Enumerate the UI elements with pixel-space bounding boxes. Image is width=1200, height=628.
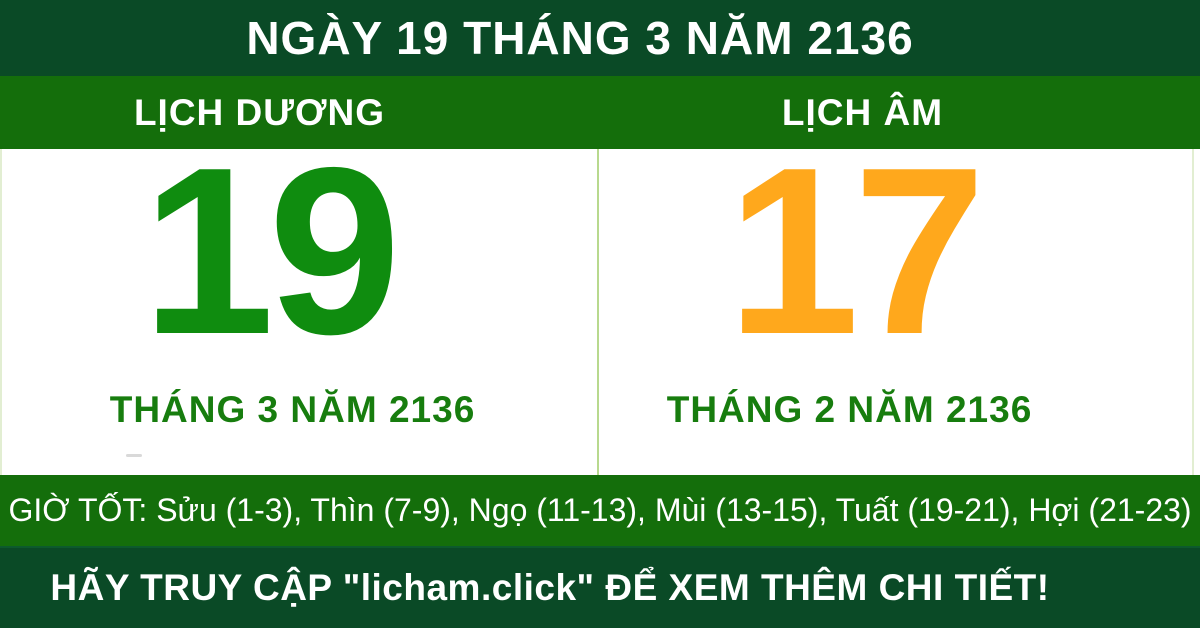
solar-header-cell: LỊCH DƯƠNG bbox=[0, 76, 599, 149]
solar-day-number: 19 bbox=[142, 119, 401, 384]
lunar-day-number: 17 bbox=[727, 119, 986, 384]
lunar-panel: 17 THÁNG 2 NĂM 2136 bbox=[599, 132, 1200, 475]
cta-text: HÃY TRUY CẬP "licham.click" ĐỂ XEM THÊM … bbox=[50, 567, 1050, 608]
solar-header-label: LỊCH DƯƠNG bbox=[133, 91, 386, 133]
smudge-artifact bbox=[126, 454, 142, 457]
solar-panel: 19 THÁNG 3 NĂM 2136 bbox=[0, 132, 599, 475]
solar-month-label: THÁNG 3 NĂM 2136 bbox=[109, 389, 476, 430]
calendar-body: 19 THÁNG 3 NĂM 2136 17 THÁNG 2 NĂM 2136 bbox=[0, 132, 1200, 475]
banner-title: NGÀY 19 THÁNG 3 NĂM 2136 bbox=[246, 12, 914, 64]
header-bar: NGÀY 19 THÁNG 3 NĂM 2136 bbox=[0, 0, 1200, 76]
lunar-header-label: LỊCH ÂM bbox=[781, 91, 944, 133]
good-hours-text: GIỜ TỐT: Sửu (1-3), Thìn (7-9), Ngọ (11-… bbox=[8, 492, 1192, 528]
calendar-type-band: LỊCH DƯƠNG LỊCH ÂM bbox=[0, 76, 1200, 149]
footer-bar: HÃY TRUY CẬP "licham.click" ĐỂ XEM THÊM … bbox=[0, 546, 1200, 628]
good-hours-bar: GIỜ TỐT: Sửu (1-3), Thìn (7-9), Ngọ (11-… bbox=[0, 475, 1200, 546]
left-edge-line bbox=[0, 149, 2, 475]
lunar-header-cell: LỊCH ÂM bbox=[599, 76, 1200, 149]
lunar-month-label: THÁNG 2 NĂM 2136 bbox=[666, 389, 1033, 430]
right-edge-line bbox=[1192, 149, 1194, 475]
